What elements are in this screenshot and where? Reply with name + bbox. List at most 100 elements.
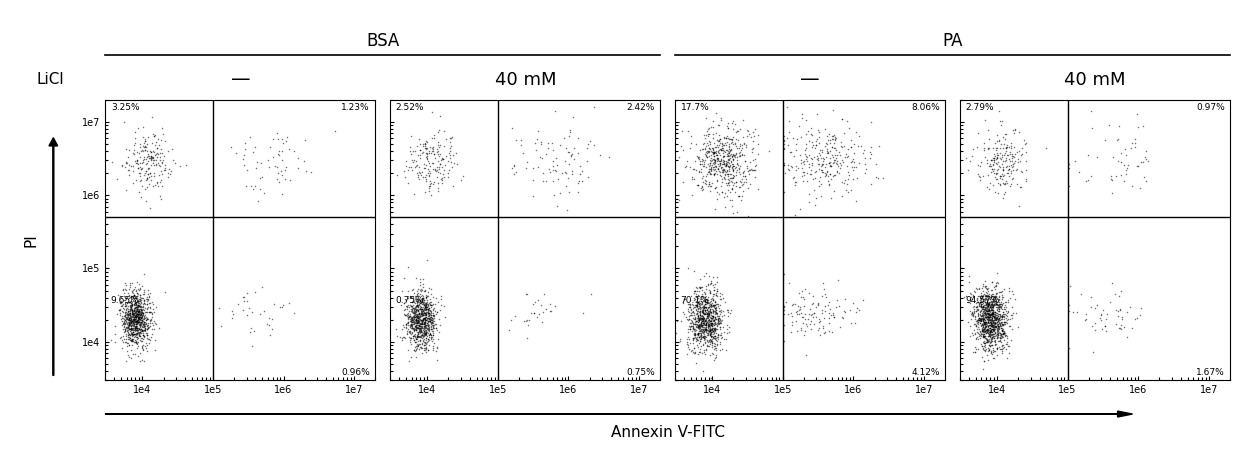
Point [986,315,1006,323]
Point [151,167,171,175]
Point [701,171,720,178]
Point [405,313,425,320]
Point [122,333,141,340]
Point [704,320,724,327]
Point [982,306,1002,313]
Point [407,311,427,318]
Point [722,153,742,161]
Point [114,321,134,328]
Point [140,148,160,155]
Point [988,322,1008,329]
Point [1133,158,1153,165]
Point [120,310,140,317]
Point [692,308,712,315]
Point [402,322,422,329]
Point [125,300,145,308]
Point [689,346,709,353]
Point [681,309,701,316]
Point [990,155,1009,162]
Point [693,303,713,310]
Point [973,311,993,318]
Point [825,171,844,178]
Point [699,322,719,329]
Point [703,150,723,157]
Point [138,166,157,173]
Point [154,130,174,137]
Point [702,327,722,334]
Point [1109,123,1128,130]
Point [415,291,435,298]
Point [725,149,745,157]
Point [687,301,707,308]
Point [125,319,145,326]
Point [977,292,997,299]
Point [157,174,177,181]
Point [692,306,712,313]
Point [992,345,1012,352]
Point [412,331,432,338]
Point [558,175,578,182]
Point [699,187,719,195]
Point [687,335,707,343]
Point [975,296,994,303]
Point [119,310,139,318]
Point [681,317,701,324]
Point [970,316,990,323]
Point [134,153,154,160]
Point [983,314,1003,322]
Point [992,313,1012,320]
Point [523,192,543,199]
Point [413,284,433,291]
Point [694,318,714,325]
Point [968,170,988,177]
Point [122,303,141,311]
Point [429,126,449,133]
Point [417,145,436,152]
Point [401,340,420,347]
Point [992,305,1012,313]
Point [424,313,444,320]
Point [273,136,293,143]
Point [176,162,196,169]
Point [708,315,728,323]
Point [237,167,257,174]
Point [129,188,149,196]
Point [999,323,1019,330]
Point [717,160,737,167]
Point [417,152,436,159]
Point [723,156,743,163]
Point [978,338,998,345]
Point [423,312,443,319]
Point [696,334,715,341]
Point [992,318,1012,325]
Point [126,320,146,328]
Point [703,150,723,157]
Point [599,153,619,161]
Point [966,346,986,353]
Point [972,327,992,334]
Point [419,301,439,308]
Point [992,326,1012,333]
Point [729,192,749,199]
Point [433,155,453,162]
Point [711,157,730,165]
Point [415,306,435,313]
Point [1081,303,1101,311]
Point [415,346,435,353]
Point [698,280,718,288]
Point [699,312,719,319]
Point [983,318,1003,325]
Point [122,320,141,328]
Point [136,326,156,333]
Point [126,312,146,319]
Point [698,324,718,331]
Point [415,319,435,326]
Point [697,310,717,317]
Point [696,315,715,323]
Point [985,308,1004,315]
Point [696,301,715,308]
Point [130,329,150,336]
Point [722,163,742,170]
Point [129,315,149,323]
Point [704,317,724,324]
